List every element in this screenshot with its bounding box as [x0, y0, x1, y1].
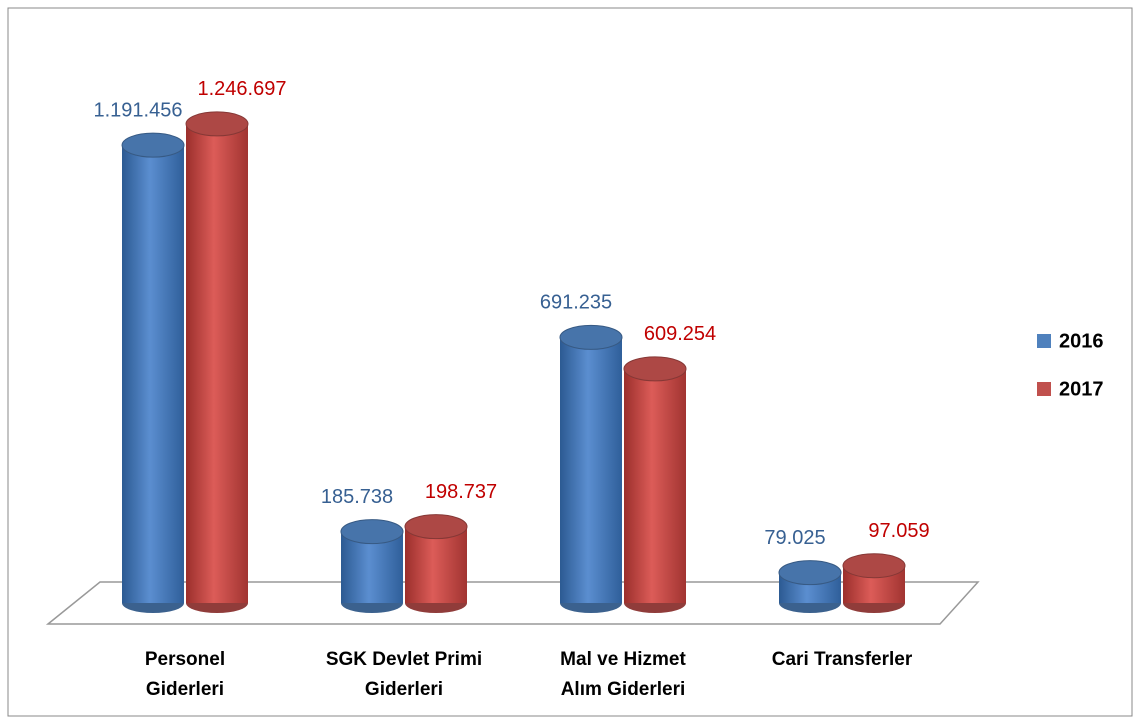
bar: [186, 123, 248, 603]
bar: [560, 337, 622, 603]
value-label: 97.059: [868, 520, 929, 542]
floor: [45, 581, 980, 625]
cylinder-top: [185, 111, 249, 137]
x-tick-label: Personel Giderleri: [144, 649, 226, 700]
cylinder: [185, 111, 249, 613]
cylinder: [778, 560, 842, 613]
x-tick-label: Mal ve Hizmet Alım Giderleri: [560, 649, 686, 700]
cylinder-top: [623, 356, 687, 382]
value-label: 185.738: [321, 486, 393, 508]
bar: [624, 368, 686, 603]
cylinder-top: [121, 132, 185, 158]
cylinder: [623, 356, 687, 613]
cylinder: [340, 519, 404, 613]
value-label: 1.246.697: [198, 78, 287, 100]
legend-swatch: [1037, 382, 1051, 396]
chart-border: [7, 7, 1133, 717]
cylinder-top: [340, 519, 404, 545]
legend-label: 2016: [1059, 330, 1104, 352]
cylinder-top: [404, 514, 468, 540]
value-label: 609.254: [644, 323, 716, 345]
value-label: 691.235: [540, 292, 612, 314]
cylinder: [404, 514, 468, 613]
cylinder-top: [559, 324, 623, 350]
cylinder-top: [778, 560, 842, 586]
legend-swatch: [1037, 334, 1051, 348]
cylinder: [121, 132, 185, 613]
legend-label: 2017: [1059, 378, 1104, 400]
bar: [122, 145, 184, 603]
value-label: 198.737: [425, 481, 497, 503]
x-tick-label: Cari Transferler: [771, 649, 913, 670]
cylinder: [842, 553, 906, 613]
cylinder-top: [842, 553, 906, 579]
bar: [405, 526, 467, 603]
cylinder: [559, 324, 623, 613]
x-tick-label: SGK Devlet Primi Giderleri: [325, 649, 483, 700]
value-label: 79.025: [764, 527, 825, 549]
value-label: 1.191.456: [94, 99, 183, 121]
